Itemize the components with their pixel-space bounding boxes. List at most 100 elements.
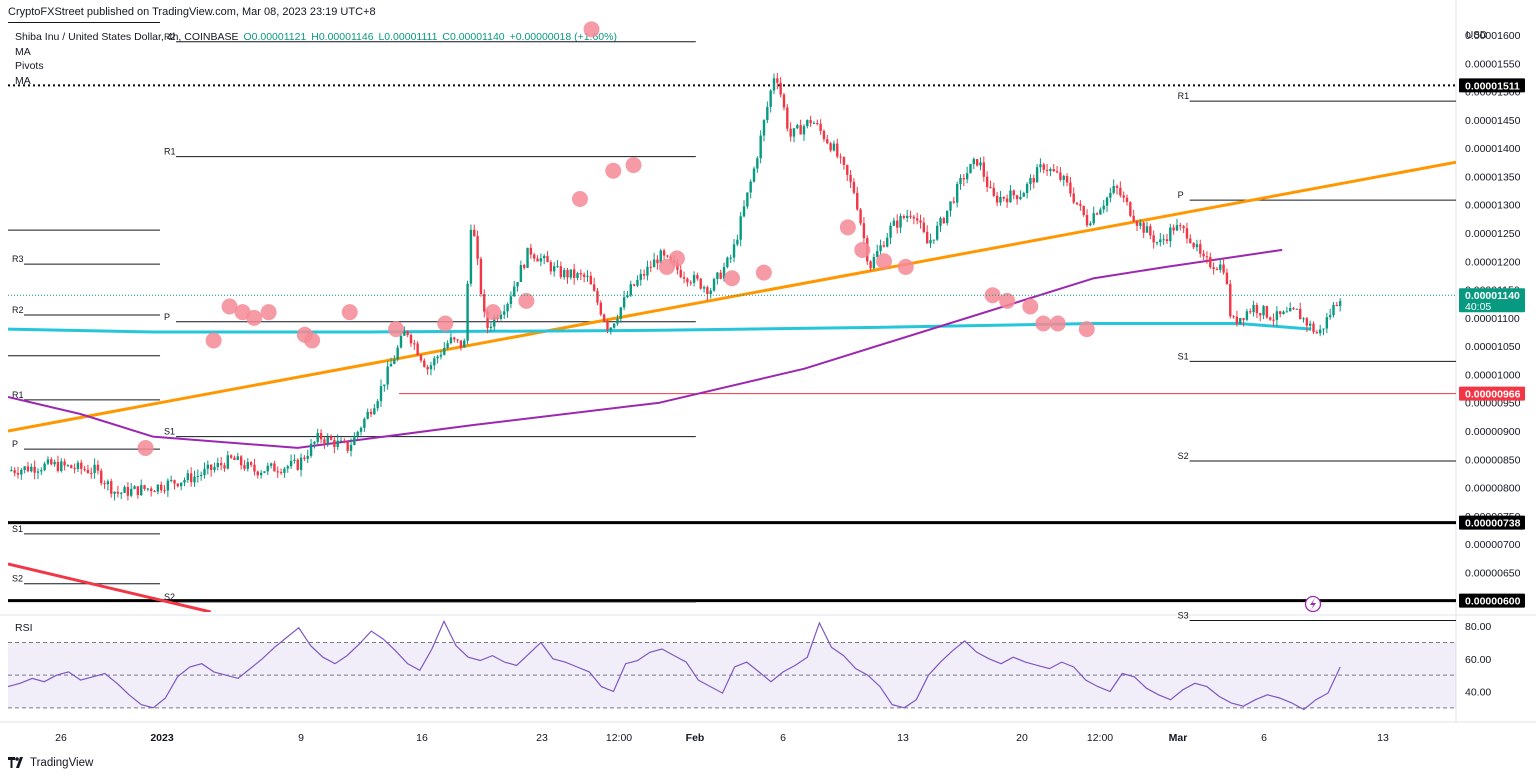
indicator-pivots[interactable]: Pivots (15, 60, 44, 72)
candle-body (892, 220, 896, 226)
candle-body (1115, 185, 1119, 188)
candle-body (339, 440, 343, 442)
candle-body (859, 209, 862, 224)
candle-body (912, 216, 916, 219)
ohlc-open: O0.00001121 (243, 31, 307, 43)
candle-body (323, 439, 326, 444)
candle-body (592, 284, 596, 291)
candle-body (616, 318, 619, 324)
marker-circle (668, 250, 685, 267)
candle-body (533, 254, 536, 259)
candle-body (236, 456, 239, 460)
candle-body (376, 401, 379, 409)
x-tick-label: 26 (55, 732, 67, 744)
x-tick-label: 16 (416, 732, 428, 744)
indicator-ma-1[interactable]: MA (15, 45, 31, 58)
candle-body (489, 326, 493, 328)
y-tick-label: 0.00001200 (1465, 256, 1521, 268)
candle-body (13, 470, 16, 473)
candle-body (1145, 226, 1149, 233)
candle-body (479, 258, 483, 295)
candle-body (945, 210, 949, 224)
candle-body (876, 251, 879, 258)
candle-body (116, 491, 120, 494)
candle-body (786, 107, 789, 129)
candle-body (776, 78, 779, 83)
candle-body (159, 484, 163, 491)
candle-body (366, 411, 369, 419)
candle-body (1162, 239, 1165, 241)
candle-body (552, 266, 556, 272)
marker-circle (260, 304, 277, 321)
candle-body (80, 462, 83, 469)
candle-body (652, 259, 656, 268)
candle-body (602, 314, 606, 322)
candle-body (1252, 304, 1255, 313)
candle-body (1022, 193, 1025, 197)
candle-body (526, 247, 529, 268)
candle-body (1149, 226, 1152, 236)
marker-circle (605, 162, 622, 179)
symbol-title[interactable]: Shiba Inu / United States Dollar, 4h, CO… (15, 31, 239, 43)
y-tick-label: 0.00000800 (1465, 483, 1521, 495)
candle-body (413, 343, 416, 345)
candle-body (353, 435, 356, 446)
candle-body (306, 455, 309, 459)
candle-body (1019, 196, 1022, 200)
candle-body (1262, 306, 1265, 316)
candle-body (76, 462, 80, 470)
candle-body (985, 176, 989, 187)
x-tick-label: 20 (1016, 732, 1028, 744)
pivot-label: R3 (12, 254, 24, 264)
candle-body (36, 471, 40, 473)
marker-circle (137, 439, 154, 456)
x-tick-label: 9 (298, 732, 304, 744)
candle-body (1282, 311, 1285, 315)
candle-body (1129, 202, 1132, 216)
candle-body (1195, 244, 1199, 248)
candle-body (70, 465, 73, 469)
candle-body (1332, 304, 1335, 316)
x-tick-label: 12:00 (1087, 732, 1113, 744)
candle-body (279, 472, 283, 474)
candle-body (286, 466, 289, 469)
candle-body (906, 215, 909, 218)
price-label-text: 0.00000600 (1465, 596, 1521, 608)
marker-circle (341, 304, 358, 321)
candle-body (656, 259, 659, 264)
candle-body (16, 472, 20, 475)
pivot-label: S2 (1178, 451, 1189, 461)
candle-body (503, 311, 506, 315)
candle-body (919, 220, 922, 223)
candle-body (1275, 311, 1279, 320)
candle-body (140, 485, 143, 496)
candle-body (1065, 175, 1069, 183)
y-tick-label: 0.00001350 (1465, 171, 1521, 183)
candle-body (929, 240, 932, 244)
candle-body (493, 317, 496, 327)
candle-body (1099, 209, 1102, 215)
candle-body (363, 418, 366, 428)
indicator-ma-2[interactable]: MA (15, 74, 31, 87)
rsi-tick-label: 60.00 (1465, 654, 1491, 666)
candle-body (1312, 323, 1315, 333)
candle-body (1002, 196, 1005, 199)
price-label-badge (1459, 78, 1525, 93)
candle-body (299, 457, 303, 470)
candle-body (436, 356, 439, 359)
y-tick-label: 0.00000950 (1465, 398, 1521, 410)
candle-body (216, 462, 220, 467)
candle-body (386, 366, 389, 385)
candle-body (732, 244, 736, 258)
candle-body (1182, 226, 1185, 229)
candle-body (1165, 239, 1169, 242)
candle-body (90, 472, 93, 474)
candle-body (639, 274, 642, 280)
candle-body (26, 466, 30, 472)
price-label-countdown: 40:05 (1465, 301, 1491, 313)
candle-body (1179, 225, 1182, 227)
candle-body (433, 358, 436, 366)
candle-body (1202, 253, 1205, 257)
candle-body (1135, 221, 1139, 226)
